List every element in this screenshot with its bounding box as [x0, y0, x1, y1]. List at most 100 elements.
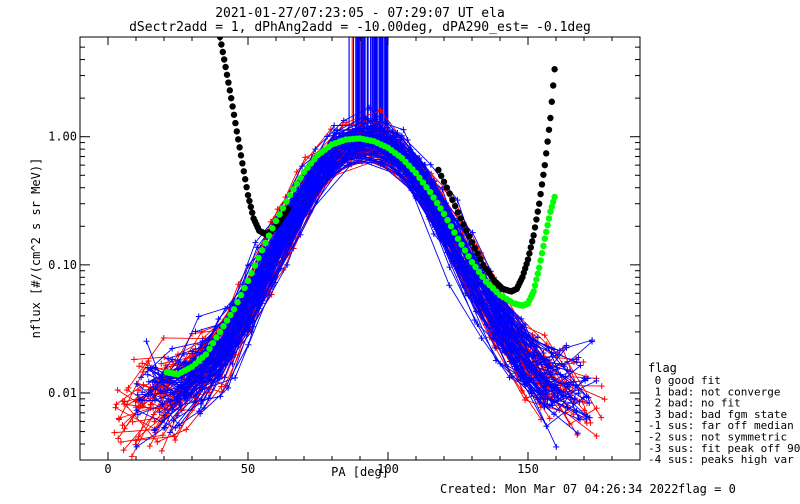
flux-data-point — [573, 358, 580, 365]
green-fit-dot — [534, 270, 541, 277]
flux-data-point — [182, 394, 189, 401]
green-fit-dot — [444, 216, 451, 224]
flux-data-point — [544, 364, 551, 371]
black-fit-dot — [228, 94, 235, 102]
green-fit-dot — [544, 221, 551, 229]
y-tick-label: 1.00 — [48, 130, 77, 144]
legend-entry: 1 bad: not converge — [648, 385, 780, 398]
green-fit-dot — [426, 188, 434, 196]
black-fit-dot — [474, 250, 481, 257]
flux-data-point — [529, 331, 536, 338]
flux-data-point — [347, 145, 354, 152]
black-fit-dot — [544, 138, 551, 145]
black-fit-dot — [233, 128, 240, 135]
flux-data-point — [145, 393, 152, 400]
flux-data-point — [123, 387, 130, 394]
flux-trace-line — [153, 160, 579, 434]
flux-data-point — [457, 261, 464, 268]
flux-data-point — [575, 415, 582, 422]
flux-data-point — [390, 136, 397, 143]
flux-data-point — [151, 418, 158, 425]
flux-data-point — [580, 358, 587, 365]
green-fit-dot — [202, 351, 210, 358]
flux-data-point — [197, 400, 204, 407]
flux-data-point — [158, 447, 165, 454]
flux-data-point — [593, 377, 600, 384]
black-fit-dot — [551, 66, 558, 73]
flux-data-point — [145, 378, 152, 385]
x-tick-label: 100 — [377, 462, 399, 476]
flux-data-point — [377, 133, 384, 140]
green-fit-dot — [543, 228, 550, 236]
black-fit-dot — [225, 79, 232, 86]
flux-data-point — [146, 443, 153, 450]
flux-data-point — [120, 447, 127, 454]
flux-data-point — [445, 228, 452, 235]
flux-data-point — [454, 266, 461, 273]
flux-trace-line — [187, 127, 555, 397]
flux-data-point — [555, 396, 562, 403]
flux-data-point — [147, 365, 154, 372]
legend-entry: -1 sus: far off median — [648, 419, 794, 432]
flux-data-point — [248, 328, 255, 335]
green-fit-dot — [551, 193, 558, 201]
black-fit-dot — [449, 196, 456, 204]
black-fit-dot — [246, 197, 253, 205]
black-fit-dot — [526, 250, 533, 257]
flux-data-point — [563, 342, 570, 349]
flux-data-point — [274, 206, 281, 213]
flux-data-point — [548, 396, 555, 403]
flux-data-point — [586, 414, 593, 421]
flux-data-point — [217, 393, 224, 400]
flux-trace-line — [161, 152, 541, 422]
flux-data-point — [543, 423, 550, 430]
flux-data-point — [384, 124, 391, 131]
black-fit-dot — [443, 184, 450, 191]
green-fit-dot — [213, 334, 220, 341]
flux-data-point — [318, 179, 325, 186]
black-fit-dot — [533, 216, 540, 223]
flux-data-point — [128, 453, 135, 460]
flux-data-point — [575, 354, 582, 361]
green-fit-dot — [531, 282, 539, 289]
flux-data-point — [533, 343, 540, 350]
flux-data-point — [564, 366, 571, 373]
black-fit-dot — [239, 160, 246, 167]
flux-data-point — [359, 119, 366, 126]
flux-data-point — [192, 328, 199, 335]
flux-data-point — [333, 130, 340, 137]
x-tick-label: 50 — [241, 462, 255, 476]
green-fit-dot — [468, 258, 476, 266]
green-fit-dot — [258, 247, 266, 254]
flux-data-point — [534, 361, 541, 368]
flux-data-point — [471, 317, 478, 324]
green-fit-dot — [276, 211, 283, 218]
flux-data-point — [255, 283, 262, 290]
black-fit-dot — [440, 178, 448, 185]
flux-data-point — [580, 394, 587, 401]
flux-data-point — [158, 360, 165, 367]
chart-title-line1: 2021-01-27/07:23:05 - 07:29:07 UT ela — [215, 6, 505, 21]
flux-data-point — [343, 155, 350, 162]
flux-data-point — [523, 341, 530, 348]
flux-data-point — [446, 264, 453, 271]
flux-data-point — [534, 334, 541, 341]
flux-data-point — [546, 415, 553, 422]
flux-data-point — [154, 438, 161, 445]
black-fit-dot — [537, 190, 544, 198]
flux-data-point — [114, 387, 121, 394]
green-fit-dot — [412, 169, 420, 177]
flux-data-point — [115, 435, 122, 442]
black-fit-dot — [547, 114, 554, 122]
green-fit-dot — [251, 262, 259, 269]
flux-data-point — [165, 355, 172, 362]
flux-data-point — [139, 389, 146, 396]
flux-data-point — [508, 336, 515, 343]
green-fit-dot — [307, 160, 315, 167]
green-fit-dot — [472, 263, 479, 271]
legend-entry: 3 bad: bad fgm state — [648, 408, 787, 421]
flux-data-point — [545, 345, 552, 352]
flux-data-point — [174, 412, 181, 419]
flux-data-point — [135, 396, 142, 403]
green-fit-dot — [223, 317, 231, 324]
